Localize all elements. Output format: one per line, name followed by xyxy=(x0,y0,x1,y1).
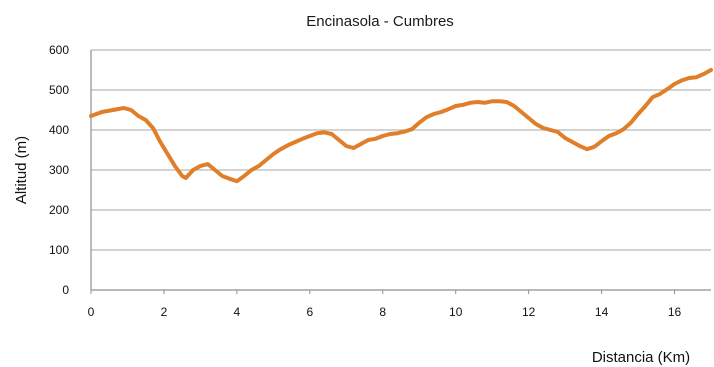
x-tick-label: 10 xyxy=(449,305,463,319)
y-tick-label: 0 xyxy=(62,283,69,297)
y-tick-labels: 0 100 200 300 400 500 600 xyxy=(49,43,69,297)
x-tick-label: 4 xyxy=(234,305,241,319)
x-tick-label: 16 xyxy=(668,305,682,319)
x-tick-label: 0 xyxy=(88,305,95,319)
axes xyxy=(90,50,711,294)
gridlines xyxy=(91,49,711,251)
x-tick-label: 12 xyxy=(522,305,536,319)
altitude-profile-line xyxy=(89,68,713,184)
x-axis-label: Distancia (Km) xyxy=(592,349,690,366)
y-tick-label: 100 xyxy=(49,243,69,257)
y-axis-label: Altitud (m) xyxy=(13,136,30,204)
y-tick-label: 600 xyxy=(49,43,69,57)
y-tick-label: 400 xyxy=(49,123,69,137)
x-tick-label: 2 xyxy=(161,305,168,319)
y-tick-label: 300 xyxy=(49,163,69,177)
x-tick-label: 6 xyxy=(306,305,313,319)
y-tick-label: 500 xyxy=(49,83,69,97)
y-tick-label: 200 xyxy=(49,203,69,217)
chart-title: Encinasola - Cumbres xyxy=(306,13,454,30)
x-tick-label: 14 xyxy=(595,305,609,319)
x-tick-labels: 0 2 4 6 8 10 12 14 16 xyxy=(88,305,682,319)
x-tick-label: 8 xyxy=(379,305,386,319)
